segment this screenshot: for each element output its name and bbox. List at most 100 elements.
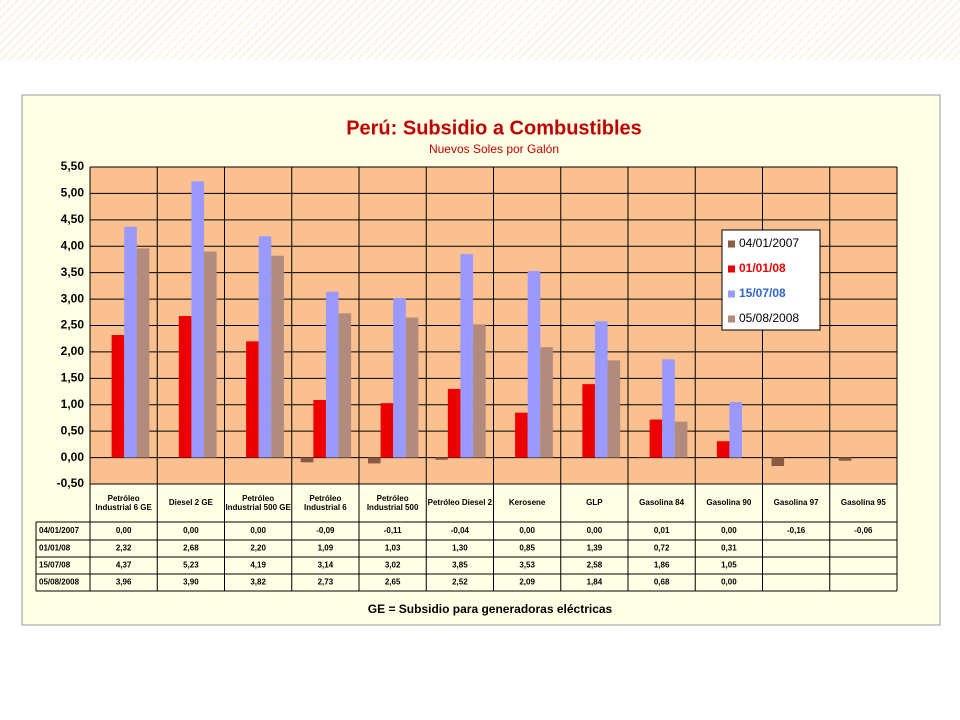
table-row-header: 04/01/2007 [39, 526, 80, 535]
table-row-header: 01/01/08 [39, 544, 71, 553]
table-cell: 1,03 [385, 544, 401, 553]
x-tick-label: Gasolina 90 [706, 498, 752, 508]
table-cell: 3,14 [318, 561, 334, 570]
legend-swatch [728, 290, 735, 298]
x-tick-label: Petróleo Industrial 500 GE [225, 493, 291, 512]
bar [204, 251, 217, 458]
y-tick-label: 5,00 [61, 186, 85, 200]
x-tick-label: Gasolina 97 [773, 498, 819, 508]
table-cell: 0,68 [654, 578, 670, 587]
legend-label: 04/01/2007 [739, 236, 799, 250]
bar [637, 457, 650, 458]
bar [393, 298, 406, 458]
legend-swatch [728, 265, 735, 273]
table-cell: 1,86 [654, 561, 670, 570]
table-cell: -0,16 [787, 526, 806, 535]
bar [662, 359, 675, 458]
table-cell: 4,19 [250, 561, 266, 570]
bar [136, 248, 150, 458]
table-cell: 2,09 [519, 578, 535, 587]
table-cell: 0,00 [587, 526, 603, 535]
bar [258, 236, 272, 458]
table-cell: -0,09 [316, 526, 335, 535]
bar [300, 457, 314, 463]
legend-label: 15/07/08 [739, 286, 786, 300]
bar [473, 324, 486, 458]
table-cell: 0,72 [654, 544, 670, 553]
bar [582, 384, 595, 458]
bar [674, 421, 688, 458]
y-tick-label: 5,50 [61, 159, 85, 173]
bar [540, 347, 553, 458]
table-cell: 3,96 [116, 578, 132, 587]
table-cell: 1,84 [587, 578, 603, 587]
x-tick-label-box: Gasolina 97 [773, 498, 819, 508]
x-tick-label: Gasolina 95 [840, 498, 886, 508]
table-cell: 4,37 [116, 561, 132, 570]
y-tick-label: 2,50 [61, 318, 85, 332]
table-row-header: 05/08/2008 [39, 578, 80, 587]
y-tick-label: 3,00 [61, 291, 85, 305]
bar [246, 341, 259, 458]
bar [111, 335, 125, 458]
bar [124, 226, 137, 458]
x-tick-label: Petróleo Industrial 500 [366, 493, 419, 512]
x-tick-label-box: GLP [586, 498, 603, 508]
x-tick-label: Petróleo Diesel 2 [427, 498, 493, 508]
table-cell: 0,00 [721, 578, 737, 587]
table-cell: 2,20 [250, 544, 266, 553]
table-cell: 5,23 [183, 561, 199, 570]
y-tick-label: 1,00 [61, 397, 85, 411]
bar [716, 441, 730, 458]
footnote: GE = Subsidio para generadoras eléctrica… [368, 602, 613, 616]
x-tick-label: Kerosene [508, 498, 546, 508]
x-tick-label: Petróleo Industrial 6 GE [95, 493, 152, 512]
table-cell: 3,53 [519, 561, 535, 570]
table-cell: 0,00 [250, 526, 266, 535]
bar [838, 457, 852, 461]
x-tick-label-box: Gasolina 90 [706, 498, 752, 508]
table-cell: -0,06 [854, 526, 873, 535]
bar [460, 254, 474, 458]
table-cell: 1,09 [318, 544, 334, 553]
bar [178, 315, 192, 458]
table-cell: -0,04 [451, 526, 470, 535]
table-cell: 2,32 [116, 544, 132, 553]
bar [771, 457, 785, 467]
bar [271, 255, 284, 458]
bar [380, 403, 394, 458]
x-tick-label-box: Petróleo Industrial 500 GE [225, 493, 291, 512]
bar [325, 291, 339, 458]
chart-title: Perú: Subsidio a Combustibles [346, 117, 642, 139]
bar [649, 419, 663, 458]
x-tick-label-box: Petróleo Industrial 6 GE [95, 493, 152, 512]
legend-swatch [728, 315, 735, 323]
x-tick-label: Petróleo Industrial 6 [304, 493, 347, 512]
chart-subtitle: Nuevos Soles por Galón [429, 142, 559, 156]
table-cell: 1,39 [587, 544, 603, 553]
legend-label: 01/01/08 [739, 261, 786, 275]
x-tick-label: GLP [586, 498, 603, 508]
y-tick-label: 1,50 [61, 371, 85, 385]
x-tick-label-box: Gasolina 84 [639, 498, 684, 507]
y-tick-label: 4,00 [61, 238, 85, 252]
bar [435, 457, 448, 460]
x-tick-label: Diesel 2 GE [168, 498, 213, 508]
legend-swatch [728, 240, 735, 248]
table-cell: -0,11 [384, 526, 402, 535]
bar [527, 271, 541, 458]
x-tick-label-box: Petróleo Industrial 6 [304, 493, 347, 512]
bar [515, 412, 528, 458]
bar [607, 360, 621, 458]
bar [191, 181, 205, 458]
legend-box [721, 229, 821, 331]
table-cell: 0,01 [654, 526, 670, 535]
table-cell: 0,00 [183, 526, 199, 535]
table-cell: 2,65 [385, 578, 401, 587]
y-tick-label: 0,00 [61, 450, 85, 464]
table-row-header: 15/07/08 [39, 561, 71, 570]
bar [729, 402, 743, 458]
table-cell: 0,85 [519, 544, 535, 553]
